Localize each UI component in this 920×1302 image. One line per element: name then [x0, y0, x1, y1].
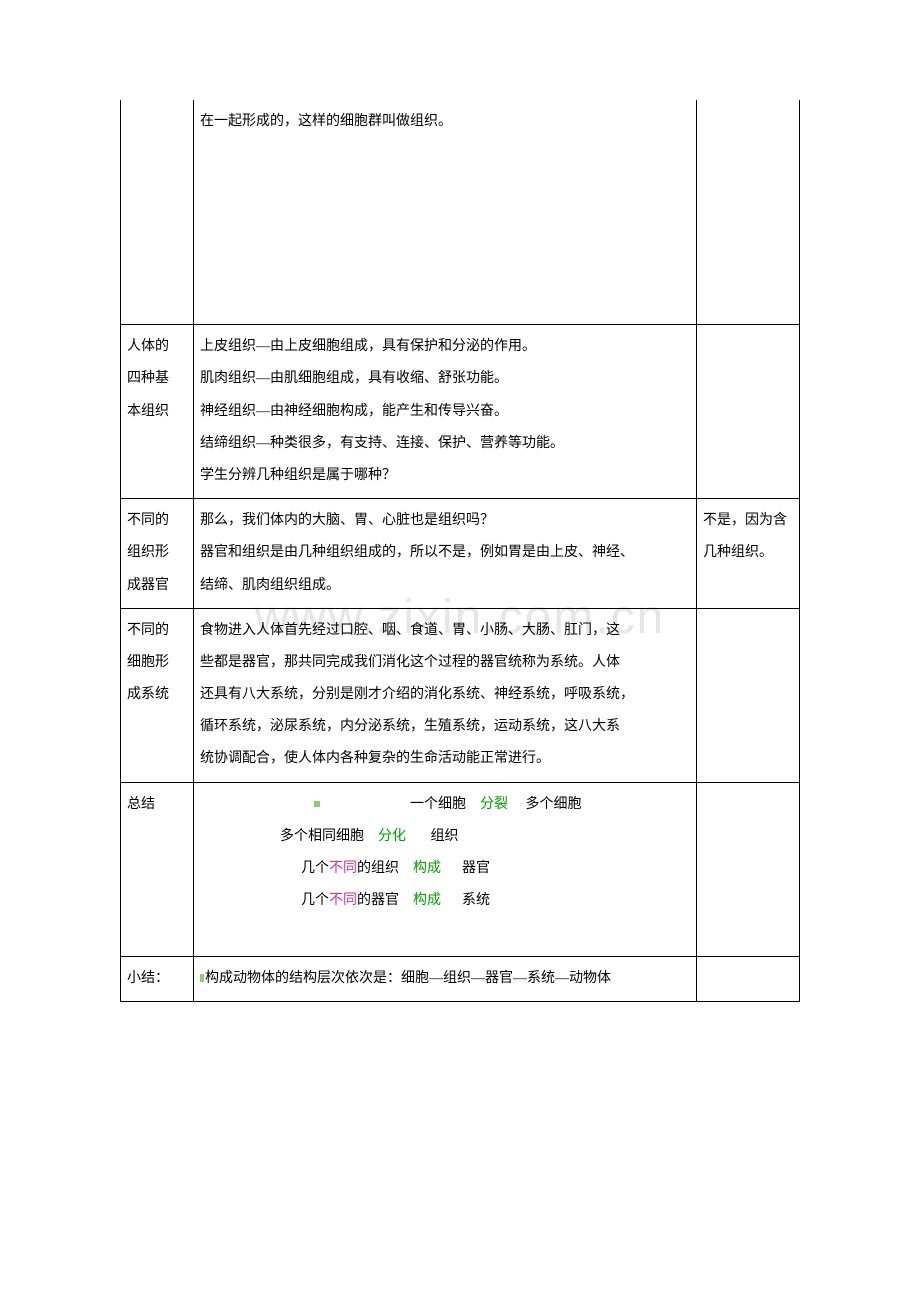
cell-note: [697, 782, 800, 956]
green-mark-icon: [314, 801, 320, 807]
summary-line: 多个相同细胞 分化 组织: [200, 821, 690, 853]
blank-line: [200, 917, 690, 949]
text-line: 成器官: [127, 570, 187, 602]
text-line: 几种组织。: [703, 537, 793, 569]
summary-text: 几个: [301, 861, 329, 876]
summary-text: 系统: [462, 893, 490, 908]
text-line: 些都是器官，那共同完成我们消化这个过程的器官统称为系统。人体: [200, 647, 690, 679]
content-table: 在一起形成的，这样的细胞群叫做组织。 人体的 四种基 本组织 上皮组织—由上皮细…: [120, 100, 800, 1002]
summary-text: 多个细胞: [526, 797, 582, 812]
cell-note: [697, 100, 800, 325]
text-line: 学生分辨几种组织是属于哪种？: [200, 460, 690, 492]
cell-content: 食物进入人体首先经过口腔、咽、食道、胃、小肠、大肠、肛门，这 些都是器官，那共同…: [194, 608, 697, 782]
text-line: 在一起形成的，这样的细胞群叫做组织。: [200, 114, 452, 129]
table-row: 小结： 构成动物体的结构层次依次是：细胞—组织—器官—系统—动物体: [121, 956, 800, 1001]
table-row: 人体的 四种基 本组织 上皮组织—由上皮细胞组成，具有保护和分泌的作用。 肌肉组…: [121, 325, 800, 499]
summary-verb: 构成: [413, 893, 441, 908]
text-line: 上皮组织—由上皮细胞组成，具有保护和分泌的作用。: [200, 331, 690, 363]
cell-label: 不同的 细胞形 成系统: [121, 608, 194, 782]
summary-diff: 不同: [329, 861, 357, 876]
summary-text: 一个细胞: [410, 797, 466, 812]
cell-label: 人体的 四种基 本组织: [121, 325, 194, 499]
table-row: 不同的 组织形 成器官 那么，我们体内的大脑、胃、心脏也是组织吗？ 器官和组织是…: [121, 499, 800, 609]
text-line: 结缔、肌肉组织组成。: [200, 570, 690, 602]
summary-text: 组织: [431, 829, 459, 844]
summary-verb: 分裂: [480, 797, 508, 812]
text-line: 本组织: [127, 396, 187, 428]
summary-text: 的器官: [357, 893, 399, 908]
green-mark-icon: [200, 974, 204, 982]
text-line: 构成动物体的结构层次依次是：细胞—组织—器官—系统—动物体: [205, 971, 611, 986]
cell-note: [697, 608, 800, 782]
summary-line: 几个不同的器官 构成 系统: [200, 885, 690, 917]
text-line: 成系统: [127, 679, 187, 711]
summary-line: 一个细胞 分裂 多个细胞: [200, 789, 690, 821]
cell-content: 那么，我们体内的大脑、胃、心脏也是组织吗？ 器官和组织是由几种组织组成的，所以不…: [194, 499, 697, 609]
text-line: 那么，我们体内的大脑、胃、心脏也是组织吗？: [200, 505, 690, 537]
text-line: 细胞形: [127, 647, 187, 679]
text-line: 神经组织—由神经细胞构成，能产生和传导兴奋。: [200, 396, 690, 428]
summary-diff: 不同: [329, 893, 357, 908]
table-row: 不同的 细胞形 成系统 食物进入人体首先经过口腔、咽、食道、胃、小肠、大肠、肛门…: [121, 608, 800, 782]
table-row: 在一起形成的，这样的细胞群叫做组织。: [121, 100, 800, 325]
text-line: 肌肉组织—由肌细胞组成，具有收缩、舒张功能。: [200, 363, 690, 395]
summary-verb: 分化: [378, 829, 406, 844]
cell-label: 小结：: [121, 956, 194, 1001]
cell-label: 总结: [121, 782, 194, 956]
cell-content: 构成动物体的结构层次依次是：细胞—组织—器官—系统—动物体: [194, 956, 697, 1001]
text-line: 结缔组织—种类很多，有支持、连接、保护、营养等功能。: [200, 428, 690, 460]
spacer: [200, 138, 690, 318]
text-line: 不同的: [127, 505, 187, 537]
summary-text: 几个: [301, 893, 329, 908]
text-line: 器官和组织是由几种组织组成的，所以不是，例如胃是由上皮、神经、: [200, 537, 690, 569]
text-line: 组织形: [127, 537, 187, 569]
text-line: 总结: [127, 789, 187, 821]
cell-content: 一个细胞 分裂 多个细胞 多个相同细胞 分化 组织 几个不同的组织 构成 器官 …: [194, 782, 697, 956]
text-line: 四种基: [127, 363, 187, 395]
cell-note: [697, 956, 800, 1001]
summary-text: 的组织: [357, 861, 399, 876]
text-line: 不是，因为含: [703, 505, 793, 537]
table-row: 总结 一个细胞 分裂 多个细胞 多个相同细胞 分化 组织 几个不同的组织 构成 …: [121, 782, 800, 956]
summary-text: 器官: [462, 861, 490, 876]
summary-text: 多个相同细胞: [280, 829, 364, 844]
text-line: 循环系统，泌尿系统，内分泌系统，生殖系统，运动系统，这八大系: [200, 711, 690, 743]
text-line: 小结：: [127, 963, 187, 995]
cell-content: 上皮组织—由上皮细胞组成，具有保护和分泌的作用。 肌肉组织—由肌细胞组成，具有收…: [194, 325, 697, 499]
cell-content: 在一起形成的，这样的细胞群叫做组织。: [194, 100, 697, 325]
cell-note: 不是，因为含 几种组织。: [697, 499, 800, 609]
cell-label: 不同的 组织形 成器官: [121, 499, 194, 609]
text-line: 食物进入人体首先经过口腔、咽、食道、胃、小肠、大肠、肛门，这: [200, 615, 690, 647]
summary-verb: 构成: [413, 861, 441, 876]
cell-label: [121, 100, 194, 325]
summary-line: 几个不同的组织 构成 器官: [200, 853, 690, 885]
cell-note: [697, 325, 800, 499]
text-line: 还具有八大系统，分别是刚才介绍的消化系统、神经系统，呼吸系统，: [200, 679, 690, 711]
text-line: 不同的: [127, 615, 187, 647]
text-line: 统协调配合，使人体内各种复杂的生命活动能正常进行。: [200, 743, 690, 775]
text-line: 人体的: [127, 331, 187, 363]
